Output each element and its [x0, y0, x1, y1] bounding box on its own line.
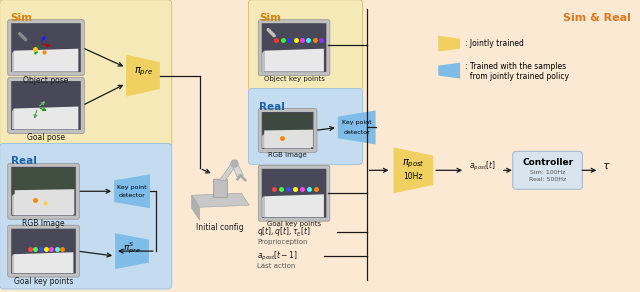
Text: $\pi_{pre}$: $\pi_{pre}$ [134, 65, 152, 78]
FancyBboxPatch shape [248, 0, 363, 91]
Polygon shape [264, 49, 324, 72]
FancyBboxPatch shape [12, 81, 81, 130]
Text: $\tau$: $\tau$ [602, 161, 611, 171]
Text: Goal pose: Goal pose [27, 133, 65, 142]
Polygon shape [220, 163, 237, 180]
FancyBboxPatch shape [213, 179, 228, 197]
Text: RGB Image: RGB Image [22, 219, 65, 228]
FancyBboxPatch shape [0, 143, 172, 289]
Polygon shape [264, 194, 324, 217]
Text: Sim: Sim [11, 13, 33, 23]
Text: Sim & Real: Sim & Real [563, 13, 631, 23]
Text: : Trained with the samples: : Trained with the samples [465, 62, 566, 71]
Text: detector: detector [118, 193, 145, 198]
FancyBboxPatch shape [259, 165, 330, 221]
FancyBboxPatch shape [8, 20, 84, 76]
Text: $\pi_{post}$: $\pi_{post}$ [402, 157, 425, 170]
FancyBboxPatch shape [12, 229, 76, 274]
FancyBboxPatch shape [12, 167, 76, 216]
Polygon shape [264, 130, 313, 147]
Text: Object pose: Object pose [23, 76, 68, 85]
FancyBboxPatch shape [8, 163, 79, 219]
Text: from jointly trained policy: from jointly trained policy [465, 72, 569, 81]
Text: RGB Image: RGB Image [268, 152, 307, 158]
Text: Real: 500Hz: Real: 500Hz [529, 177, 566, 182]
Polygon shape [338, 110, 376, 144]
Text: detector: detector [343, 130, 370, 135]
Text: Key point: Key point [117, 185, 147, 190]
Polygon shape [264, 132, 311, 148]
Polygon shape [394, 147, 433, 193]
Polygon shape [262, 134, 264, 148]
Text: Real: Real [259, 102, 285, 112]
Text: Sim: 100Hz: Sim: 100Hz [530, 170, 565, 175]
Polygon shape [438, 62, 460, 79]
Polygon shape [12, 254, 13, 273]
Polygon shape [115, 233, 149, 269]
FancyBboxPatch shape [259, 109, 317, 152]
Polygon shape [13, 252, 74, 273]
Text: 10Hz: 10Hz [404, 172, 423, 181]
Text: $q[t], \dot{q}[t], \tau_E[t]$: $q[t], \dot{q}[t], \tau_E[t]$ [257, 225, 311, 239]
Text: $\pi^S_{pre}$: $\pi^S_{pre}$ [123, 240, 141, 256]
FancyBboxPatch shape [263, 113, 312, 148]
Text: Last action: Last action [257, 263, 296, 269]
Polygon shape [126, 55, 160, 97]
Polygon shape [12, 194, 13, 215]
Text: Real: Real [11, 156, 36, 166]
Polygon shape [13, 107, 78, 129]
Text: Sim: Sim [259, 13, 281, 23]
Text: Controller: Controller [522, 158, 573, 167]
Polygon shape [262, 51, 264, 72]
FancyBboxPatch shape [248, 88, 363, 164]
Polygon shape [232, 163, 243, 177]
Polygon shape [191, 193, 250, 207]
Text: : Jointly trained: : Jointly trained [465, 39, 524, 48]
Text: Key point: Key point [342, 120, 371, 125]
Text: Object key points: Object key points [264, 76, 324, 81]
Text: Initial config: Initial config [196, 223, 243, 232]
Polygon shape [15, 189, 74, 214]
FancyBboxPatch shape [513, 151, 582, 189]
Polygon shape [438, 36, 460, 52]
Text: Goal key points: Goal key points [267, 221, 321, 227]
FancyBboxPatch shape [8, 225, 79, 277]
FancyBboxPatch shape [12, 168, 75, 215]
FancyBboxPatch shape [262, 169, 326, 218]
FancyBboxPatch shape [0, 0, 172, 147]
Polygon shape [12, 109, 13, 129]
FancyBboxPatch shape [259, 20, 330, 76]
Polygon shape [191, 195, 200, 220]
FancyBboxPatch shape [262, 112, 314, 149]
FancyBboxPatch shape [12, 23, 81, 72]
Text: $a_{post}[t-1]$: $a_{post}[t-1]$ [257, 250, 298, 263]
Polygon shape [13, 192, 74, 215]
Text: $a_{post}[t]$: $a_{post}[t]$ [469, 160, 496, 173]
Text: Proprioception: Proprioception [257, 239, 308, 245]
Polygon shape [13, 49, 78, 72]
Polygon shape [262, 196, 264, 217]
Polygon shape [12, 51, 13, 72]
Text: Goal key points: Goal key points [14, 277, 73, 286]
FancyBboxPatch shape [262, 23, 326, 72]
FancyBboxPatch shape [8, 78, 84, 133]
Polygon shape [114, 174, 150, 208]
